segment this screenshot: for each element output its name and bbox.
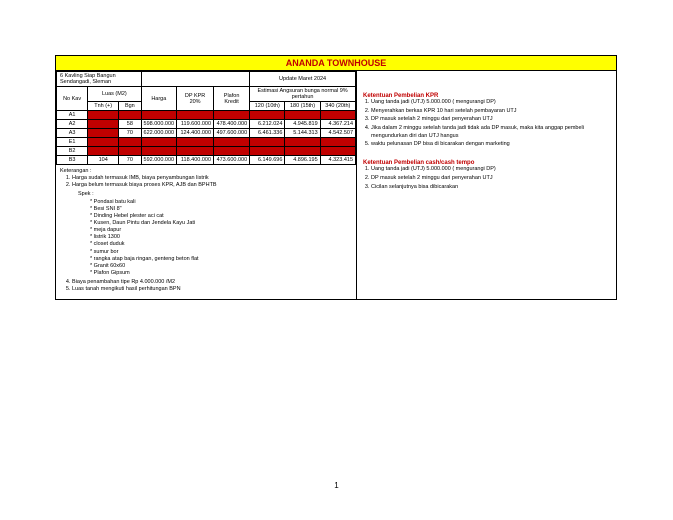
cash-item: Uang tanda jadi (UTJ) 5.000.000 ( mengur…	[371, 166, 610, 174]
table-row: B2	[57, 147, 356, 156]
spek-item: * Granit 60x60	[90, 263, 352, 270]
note-item: Harga belum termasuk biaya proses KPR, A…	[72, 182, 352, 189]
spek-item: * meja dapur	[90, 227, 352, 234]
caption-left: 6 Kavling Siap Bangun Sendangadi, Sleman	[57, 72, 142, 87]
cash-item: Cicilan selanjutnya bisa dibicarakan	[371, 184, 610, 192]
note-item: Luas tanah mengikuti hasil perhitungan B…	[72, 286, 352, 293]
kpr-item: Uang tanda jadi (UTJ) 5.000.000 ( mengur…	[371, 99, 610, 107]
h-luas2: Bgn	[119, 102, 141, 111]
spek-item: * sumur bor	[90, 249, 352, 256]
h-luas1: Tnh (+)	[88, 102, 119, 111]
spek-label: Spek :	[60, 191, 352, 198]
h-est1: 120 (10th)	[250, 102, 285, 111]
left-pane: 6 Kavling Siap Bangun Sendangadi, Sleman…	[56, 71, 357, 299]
kpr-item: Jika dalam 2 minggu setelah tanda jadi t…	[371, 125, 610, 140]
spek-item: * Kusen, Daun Pintu dan Jendela Kayu Jat…	[90, 220, 352, 227]
notes-header: Keterangan :	[60, 168, 352, 175]
spek-item: * Dinding Hebel plester aci cat	[90, 213, 352, 220]
h-est: Estimasi Angsuran bunga normal 9% pertah…	[250, 87, 356, 102]
pricing-table: 6 Kavling Siap Bangun Sendangadi, Sleman…	[56, 71, 356, 165]
spek-item: * listrik 1300	[90, 234, 352, 241]
table-row: A370622.000.000124.400.000497.600.0006.4…	[57, 129, 356, 138]
table-row: A258598.000.000119.600.000478.400.0006.2…	[57, 120, 356, 129]
table-row: E1	[57, 138, 356, 147]
table-row: B310470592.000.000118.400.000473.600.000…	[57, 156, 356, 165]
page-number: 1	[0, 481, 673, 490]
notes-block: Keterangan : Harga sudah termasuk IMB, b…	[56, 165, 356, 299]
h-nokav: No Kav	[57, 87, 88, 111]
table-row: A1	[57, 111, 356, 120]
spek-item: * closet duduk	[90, 241, 352, 248]
note-item: Harga sudah termasuk IMB, biaya penyambu…	[72, 175, 352, 182]
kpr-item: DP masuk setelah 2 minggu dari penyeraha…	[371, 116, 610, 124]
h-harga: Harga	[141, 87, 177, 111]
kpr-item: Menyerahkan berkas KPR 10 hari setelah p…	[371, 108, 610, 116]
title-bar: ANANDA TOWNHOUSE	[56, 56, 616, 71]
caption-update: Update Maret 2024	[250, 72, 356, 87]
h-est3: 340 (20th)	[320, 102, 355, 111]
spek-item: * Pondasi batu kali	[90, 199, 352, 206]
spek-item: * Besi SNI 8"	[90, 206, 352, 213]
spek-item: * rangka atap baja ringan, genteng beton…	[90, 256, 352, 263]
note-item: Biaya penambahan tipe Rp 4.000.000 /M2	[72, 279, 352, 286]
sheet: ANANDA TOWNHOUSE 6 Kavling Siap Bangun S…	[55, 55, 617, 300]
h-luas: Luas (M2)	[88, 87, 141, 102]
h-plafon: Plafon Kredit	[214, 87, 250, 111]
right-pane: Ketentuan Pembelian KPR Uang tanda jadi …	[357, 71, 616, 299]
h-est2: 180 (15th)	[285, 102, 320, 111]
h-dp: DP KPR 20%	[177, 87, 214, 111]
cash-item: DP masuk setelah 2 minggu dari penyeraha…	[371, 175, 610, 183]
spek-item: * Plafon Gipsum	[90, 270, 352, 277]
kpr-item: waktu pelunasan DP bisa di bicarakan den…	[371, 141, 610, 149]
